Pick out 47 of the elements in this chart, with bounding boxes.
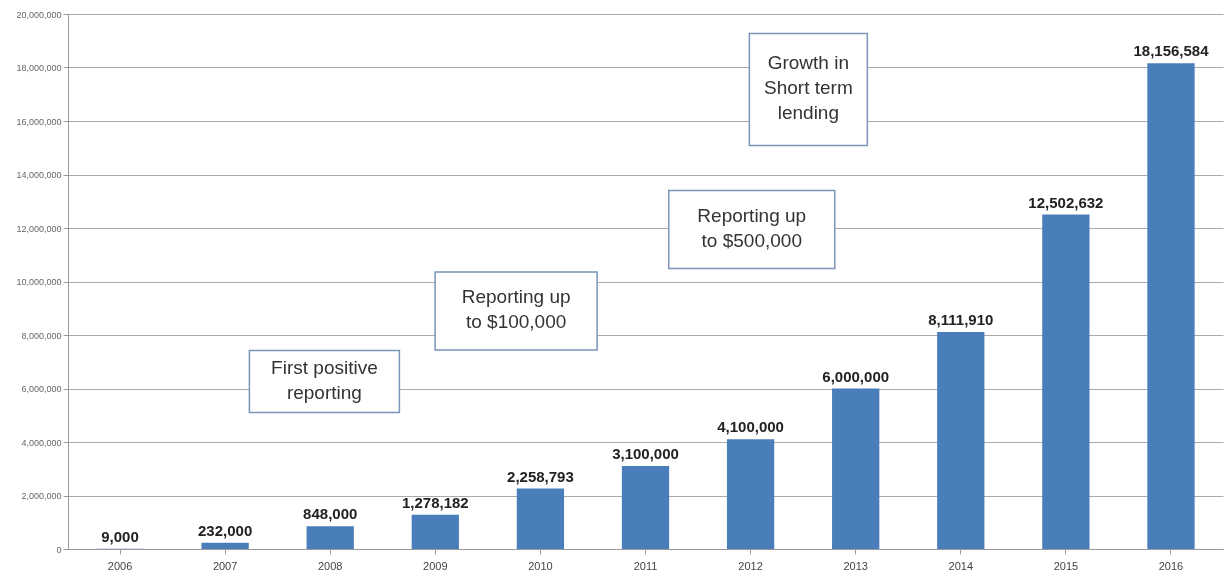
y-tick-label: 14,000,000 (16, 170, 62, 180)
annotation: First positive reporting (271, 356, 378, 403)
x-tick-label: 2010 (528, 559, 553, 572)
annotation: Reporting up to $100,000 (461, 285, 571, 332)
y-tick-label: 6,000,000 (21, 384, 62, 394)
y-tick-label: 8,000,000 (21, 330, 62, 341)
y-tick-label: 0 (56, 544, 62, 555)
data-label: 3,100,000 (612, 445, 679, 463)
y-tick-label: 10,000,000 (16, 277, 62, 287)
y-tick-label: 20,000,000 (16, 9, 62, 20)
data-label: 232,000 (198, 521, 253, 539)
annotation: Growth in Short term lending (764, 51, 853, 123)
annotation: Reporting up to $500,000 (697, 204, 807, 251)
data-label: 12,502,632 (1028, 193, 1104, 211)
x-tick-label: 2011 (633, 559, 658, 572)
bar (1147, 63, 1195, 549)
data-label: 4,100,000 (717, 418, 784, 436)
data-label: 9,000 (101, 527, 139, 545)
y-tick-label: 12,000,000 (16, 223, 62, 234)
data-label: 18,156,584 (1133, 42, 1210, 60)
x-tick-label: 2016 (1158, 559, 1184, 572)
bar (726, 439, 775, 549)
y-tick-label: 4,000,000 (21, 437, 62, 448)
x-tick-label: 2015 (1053, 559, 1079, 572)
x-tick-label: 2008 (317, 559, 343, 572)
data-label: 6,000,000 (822, 367, 890, 385)
bar (306, 526, 354, 549)
bar (832, 388, 880, 549)
y-tick-label: 2,000,000 (21, 491, 62, 501)
x-tick-label: 2014 (948, 559, 974, 572)
data-label: 848,000 (303, 505, 358, 523)
y-tick-label: 18,000,000 (16, 63, 62, 73)
bar (411, 514, 459, 549)
x-tick-label: 2006 (107, 559, 133, 572)
bar (516, 488, 565, 549)
x-tick-label: 2009 (423, 559, 448, 572)
data-label: 8,111,910 (928, 311, 994, 329)
x-tick-label: 2012 (738, 559, 763, 572)
bar (201, 542, 249, 549)
bar (621, 466, 670, 549)
x-tick-label: 2013 (843, 559, 868, 572)
bar (937, 332, 985, 549)
data-label: 2,258,793 (507, 467, 574, 485)
y-tick-label: 16,000,000 (16, 116, 62, 127)
data-label: 1,278,182 (401, 493, 469, 511)
x-tick-label: 2007 (212, 559, 238, 572)
bar (1042, 214, 1090, 549)
